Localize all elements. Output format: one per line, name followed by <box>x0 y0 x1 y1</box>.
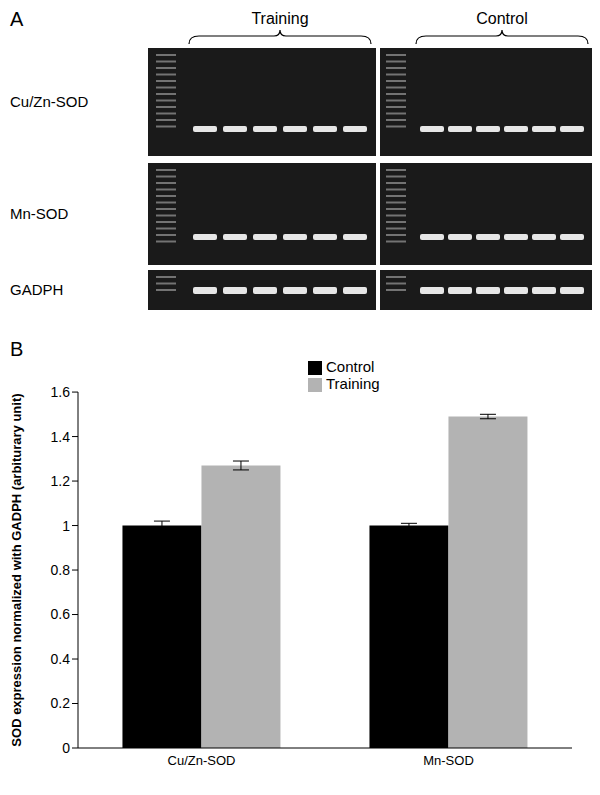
svg-text:SOD expression normalized with: SOD expression normalized with GADPH (ar… <box>9 393 24 746</box>
svg-text:0.4: 0.4 <box>51 651 71 667</box>
svg-text:Control: Control <box>476 10 528 27</box>
svg-text:Training: Training <box>251 10 308 27</box>
svg-text:1.2: 1.2 <box>51 473 71 489</box>
html-text:B: B <box>10 338 24 360</box>
html-text:Training: Training <box>326 375 380 392</box>
svg-text:A: A <box>10 8 24 30</box>
svg-text:0.2: 0.2 <box>51 695 71 711</box>
svg-text:0.8: 0.8 <box>51 562 71 578</box>
svg-text:1: 1 <box>62 518 70 534</box>
svg-text:0: 0 <box>62 740 70 756</box>
html-text:Control: Control <box>326 358 375 375</box>
svg-text:GADPH: GADPH <box>10 281 63 298</box>
svg-text:0.6: 0.6 <box>51 606 71 622</box>
svg-text:Cu/Zn-SOD: Cu/Zn-SOD <box>168 753 236 768</box>
svg-text:1.4: 1.4 <box>51 429 71 445</box>
svg-text:1.6: 1.6 <box>51 384 71 400</box>
svg-text:Cu/Zn-SOD: Cu/Zn-SOD <box>10 93 89 110</box>
svg-text:Mn-SOD: Mn-SOD <box>423 753 474 768</box>
svg-text:Mn-SOD: Mn-SOD <box>10 205 69 222</box>
